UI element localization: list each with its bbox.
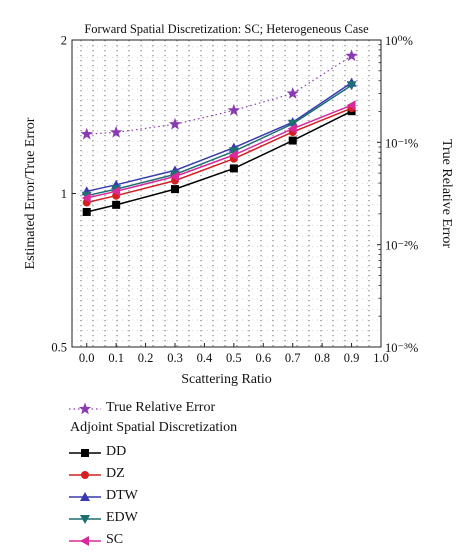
legend-heading: Adjoint Spatial Discretization [70, 420, 238, 435]
legend-item-edw: EDW [68, 508, 388, 530]
axis-ticks: 0.0 0.1 0.2 0.3 0.4 0.5 0.6 0.7 0.8 0.9 1.0 0.5 1 2 10… [51, 34, 418, 366]
series-dtw [81, 77, 357, 196]
series-line-dd [86, 110, 352, 213]
legend-label: SC [106, 532, 124, 547]
legend-label: DD [106, 444, 127, 459]
data-point-sc [81, 192, 91, 203]
y-tick-label: 0.5 [51, 341, 67, 355]
data-point-sc [228, 149, 238, 160]
x-tick-label: 0.2 [138, 351, 154, 365]
data-point-edw [228, 147, 239, 157]
legend-item-dz: DZ [68, 464, 388, 486]
legend-item-dtw: DTW [68, 486, 388, 508]
series-true-relative-error [80, 49, 358, 140]
data-point-dd [229, 164, 238, 173]
y2-tick-label: 10⁻²% [385, 239, 418, 253]
legend-marker [80, 515, 90, 524]
y2-tick-label: 10⁻³% [385, 341, 418, 355]
data-point-true-relative-error [168, 117, 182, 130]
data-point-sc [170, 171, 179, 182]
x-tick-label: 0.1 [108, 351, 124, 365]
series-line-true-relative-error [86, 55, 352, 135]
series-line-dz [86, 107, 352, 204]
x-tick-label: 0.6 [255, 351, 271, 365]
x-tick-label: 0.3 [167, 351, 183, 365]
legend-marker [80, 492, 90, 501]
legend-label: DTW [106, 488, 138, 503]
legend-label: EDW [106, 510, 138, 525]
y2-tick-label: 10⁻¹% [385, 136, 418, 150]
x-tick-label: 1.0 [373, 351, 389, 365]
data-point-true-relative-error [80, 127, 93, 140]
data-point-dd [112, 200, 121, 209]
y-tick-label: 1 [61, 187, 67, 201]
data-point-sc [111, 186, 121, 197]
data-point-true-relative-error [286, 87, 299, 99]
data-point-true-relative-error [227, 103, 241, 116]
legend-marker [78, 402, 92, 415]
legend-symbol-dtw [69, 492, 101, 501]
data-point-sc [287, 123, 297, 134]
legend-marker [81, 449, 89, 457]
legend-symbol-true-relative-error [69, 402, 101, 415]
legend-symbol-edw [69, 515, 101, 524]
legend-symbol-dz [69, 471, 101, 479]
legend-label: True Relative Error [106, 400, 216, 415]
y2-tick-label: 10⁰% [385, 34, 413, 48]
series-line-sc [86, 104, 352, 199]
legend-marker [81, 471, 89, 479]
series-line-dtw [86, 81, 353, 193]
data-point-true-relative-error [345, 49, 358, 62]
legend: True Relative Error Adjoint Spatial Disc… [68, 398, 388, 552]
legend-item-true-relative-error: True Relative Error [68, 398, 388, 420]
legend-label: DZ [106, 466, 125, 481]
x-tick-label: 0.8 [314, 351, 330, 365]
data-point-true-relative-error [109, 125, 123, 138]
data-point-dd [288, 136, 297, 145]
legend-symbol-sc [69, 536, 101, 546]
legend-marker [80, 536, 89, 546]
data-point-edw [287, 119, 298, 129]
x-tick-label: 0.4 [197, 351, 213, 365]
legend-item-dd: DD [68, 442, 388, 464]
x-tick-label: 0.0 [79, 351, 95, 365]
y-axis-label: Estimated Error/True Error [23, 117, 38, 269]
x-tick-label: 0.5 [226, 351, 242, 365]
legend-item-sc: SC [68, 530, 388, 552]
data-point-dd [82, 207, 91, 216]
y-tick-label: 2 [61, 34, 67, 48]
chart-title: Forward Spatial Discretization: SC; Hete… [84, 22, 369, 36]
data-point-dd [171, 185, 179, 194]
x-tick-label: 0.9 [344, 351, 360, 365]
legend-symbol-dd [69, 449, 101, 457]
plot-grid [72, 40, 381, 347]
chart: 0.0 0.1 0.2 0.3 0.4 0.5 0.6 0.7 0.8 0.9 1.0 0.5 1 2 10… [23, 22, 454, 387]
y2-axis-label: True Relative Error [439, 139, 454, 248]
x-tick-label: 0.7 [285, 351, 301, 365]
series-dz [82, 104, 356, 207]
series-line-edw [86, 84, 353, 197]
x-axis-label: Scattering Ratio [181, 372, 272, 387]
data-point-sc [346, 100, 356, 111]
legend-heading-row: Adjoint Spatial Discretization [68, 420, 388, 442]
series-sc [81, 100, 356, 203]
data-point-edw [346, 81, 357, 91]
series-layer [80, 49, 358, 216]
